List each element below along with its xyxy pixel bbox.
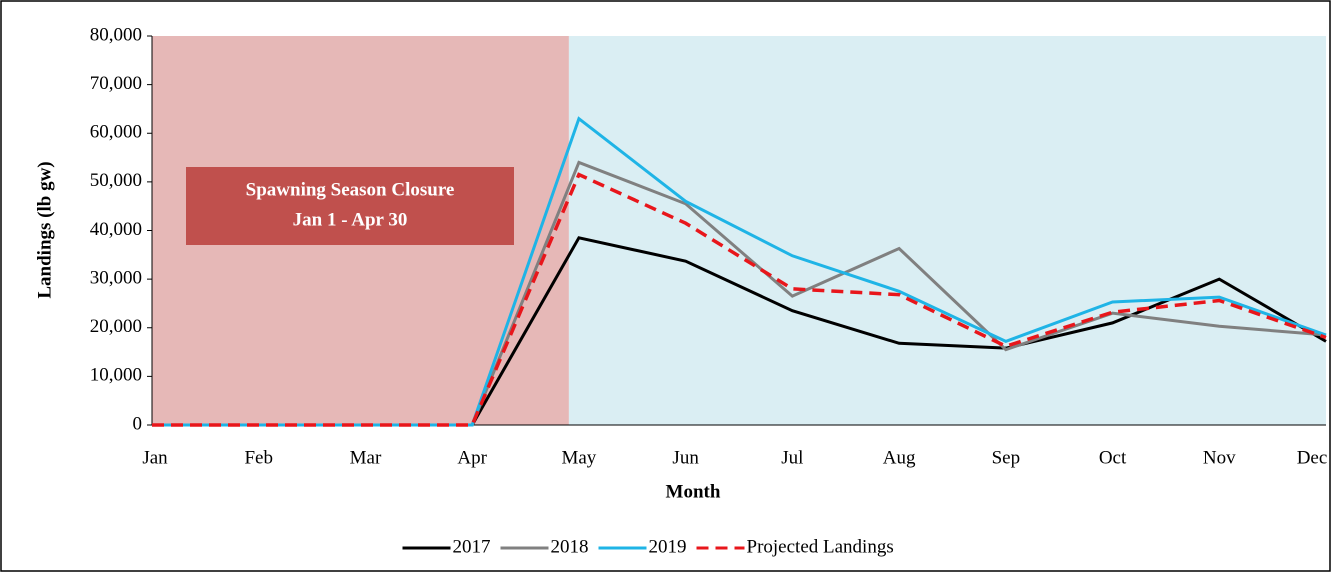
legend-label: Projected Landings bbox=[747, 536, 894, 557]
legend-label: 2018 bbox=[551, 536, 589, 557]
x-tick-label: May bbox=[561, 447, 596, 468]
y-tick-label: 0 bbox=[133, 413, 143, 434]
x-tick-label: Mar bbox=[350, 447, 382, 468]
y-tick-label: 60,000 bbox=[90, 122, 142, 143]
x-tick-label: Jan bbox=[142, 447, 168, 468]
x-tick-label: Nov bbox=[1203, 447, 1236, 468]
y-tick-label: 80,000 bbox=[90, 24, 142, 45]
x-tick-label: Feb bbox=[244, 447, 273, 468]
x-tick-label: Oct bbox=[1099, 447, 1127, 468]
open-region bbox=[568, 36, 1326, 425]
y-tick-label: 40,000 bbox=[90, 219, 142, 240]
x-tick-label: Jun bbox=[672, 447, 699, 468]
x-tick-label: Aug bbox=[883, 447, 916, 468]
annotation-text: Spawning Season Closure bbox=[246, 179, 455, 200]
y-tick-label: 50,000 bbox=[90, 170, 142, 191]
y-axis-title: Landings (lb gw) bbox=[34, 161, 55, 298]
series-line bbox=[152, 172, 1327, 427]
x-tick-label: Sep bbox=[992, 447, 1021, 468]
x-tick-label: Jul bbox=[781, 447, 803, 468]
y-tick-label: 70,000 bbox=[90, 73, 142, 94]
x-tick-label: Dec bbox=[1297, 447, 1328, 468]
x-axis-title: Month bbox=[666, 481, 721, 502]
y-tick-label: 30,000 bbox=[90, 267, 142, 288]
legend-label: 2017 bbox=[453, 536, 491, 557]
annotation-text: Jan 1 - Apr 30 bbox=[293, 209, 408, 230]
x-tick-label: Apr bbox=[457, 447, 487, 468]
annotation-box bbox=[186, 167, 514, 245]
y-tick-label: 20,000 bbox=[90, 316, 142, 337]
y-tick-label: 10,000 bbox=[90, 365, 142, 386]
legend-label: 2019 bbox=[649, 536, 687, 557]
